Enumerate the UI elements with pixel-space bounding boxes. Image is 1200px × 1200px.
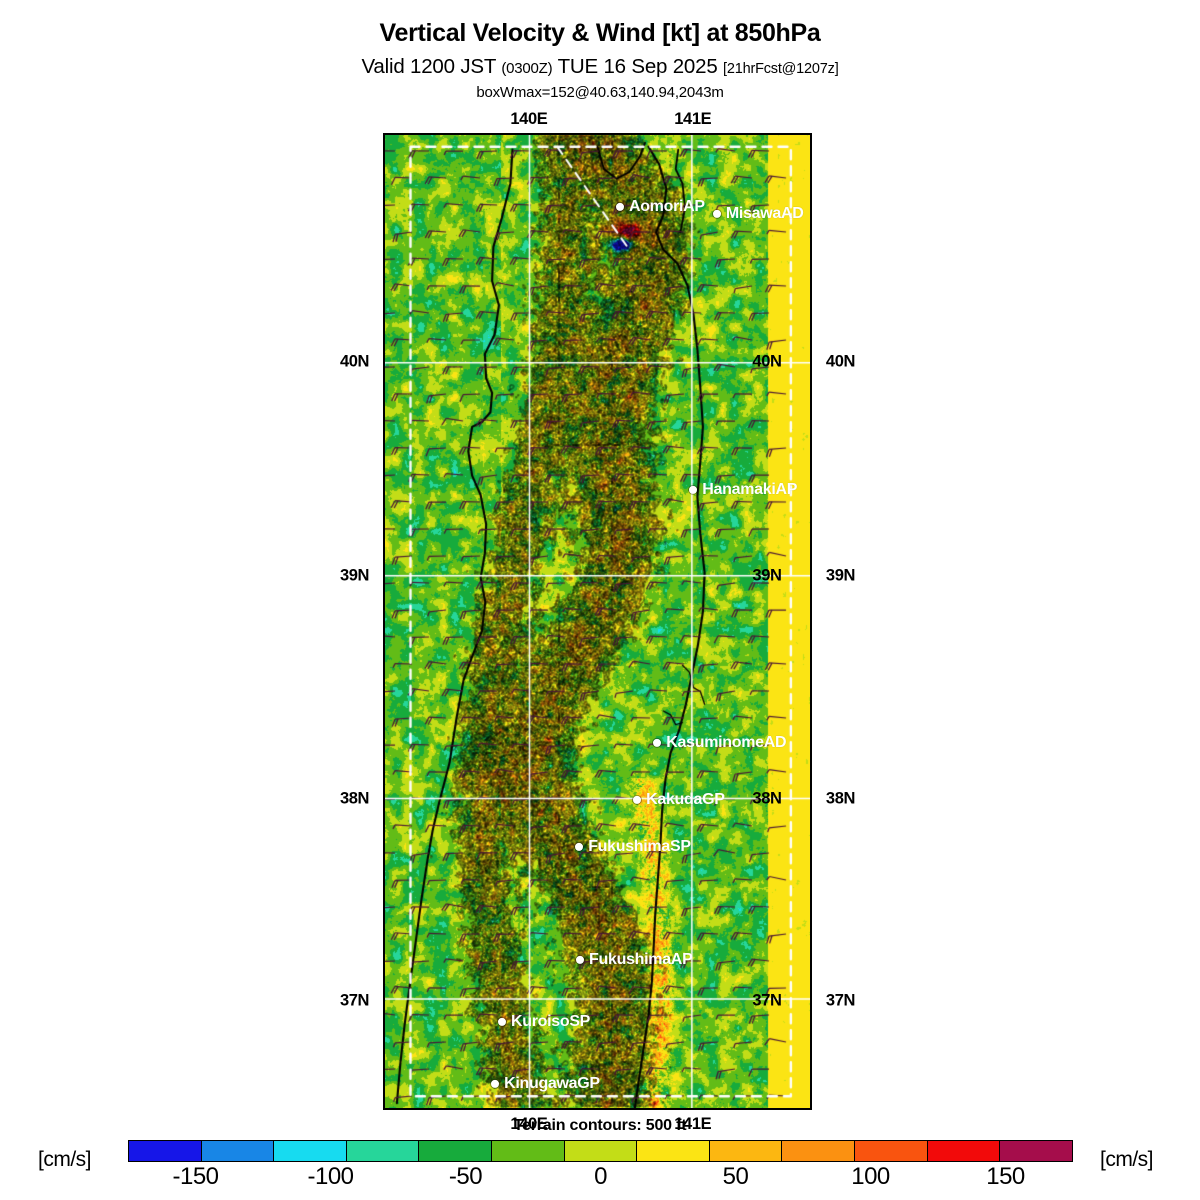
station-label: FukushimaSP (588, 838, 691, 856)
station-label: FukushimaAP (589, 950, 693, 968)
station-dot-icon (633, 796, 642, 805)
station-dot-icon (491, 1079, 500, 1088)
station-dot-icon (575, 843, 584, 852)
lon-label-top-1: 141E (674, 110, 712, 128)
map-panel[interactable]: 140E 141E 140E 141E 40N 39N 38N 37N 40N 39N 38N 37N… (340, 110, 855, 1133)
header: Vertical Velocity & Wind [kt] at 850hPa … (0, 0, 1200, 101)
vertical-velocity-heatmap (385, 135, 810, 1108)
colorbar-segment-2 (274, 1141, 347, 1161)
station-marker[interactable]: HanamakiAP (689, 480, 797, 498)
station-marker[interactable]: KasuminomeAD (653, 733, 787, 752)
station-marker[interactable]: FukushimaAP (576, 950, 693, 968)
colorbar-segment-0 (129, 1141, 202, 1161)
lon-label-top-0: 140E (510, 110, 548, 128)
lat-label-left-2: 38N (340, 789, 370, 808)
boxwmax-annotation: boxWmax=152@40.63,140.94,2043m (476, 84, 724, 101)
station-label: KasuminomeAD (666, 733, 787, 751)
lat-label-right-3: 37N (825, 991, 855, 1010)
station-marker[interactable]: KakudaGP (633, 791, 725, 809)
colorbar-segment-3 (346, 1141, 420, 1161)
lon-label-bottom-0: 140E (510, 1115, 548, 1133)
forecast-tag: [21hrFcst@1207z] (723, 61, 839, 77)
station-label: MisawaAD (725, 204, 804, 222)
station-dot-icon (615, 203, 624, 212)
terrain-contour-note: Terrain contours: 500 ft (513, 1117, 687, 1134)
colorbar-tick-4: 50 (722, 1163, 749, 1190)
lat-label-inside-3: 37N (752, 991, 782, 1010)
valid-utc: (0300Z) (501, 60, 553, 77)
lat-label-right-0: 40N (825, 352, 855, 371)
station-label: AomoriAP (628, 198, 705, 216)
lat-label-inside-0: 40N (752, 352, 782, 371)
map-frame (383, 133, 812, 1110)
colorbar-unit-right: [cm/s] (1100, 1148, 1154, 1171)
colorbar-segment-8 (709, 1141, 783, 1161)
colorbar-segment-7 (637, 1141, 710, 1161)
station-marker[interactable]: KuroisoSP (497, 1012, 591, 1031)
colorbar-tick-3: 0 (594, 1163, 607, 1190)
lat-label-left-1: 39N (340, 566, 370, 585)
colorbar-segment-5 (492, 1141, 565, 1161)
colorbar-segment-9 (782, 1141, 856, 1161)
lat-label-left-3: 37N (340, 991, 370, 1010)
colorbar-tick-0: -150 (172, 1163, 219, 1190)
station-dot-icon (497, 1017, 506, 1026)
station-label: KuroisoSP (510, 1012, 591, 1030)
valid-date: TUE 16 Sep 2025 (552, 55, 724, 78)
page-title: Vertical Velocity & Wind [kt] at 850hPa (379, 19, 821, 47)
colorbar-segment-6 (564, 1141, 638, 1161)
valid-prefix: Valid 1200 JST (361, 55, 502, 78)
station-marker[interactable]: FukushimaSP (575, 838, 691, 856)
colorbar-tick-6: 150 (986, 1163, 1025, 1190)
colorbar-unit-left: [cm/s] (38, 1148, 92, 1171)
colorbar-tick-5: 100 (851, 1163, 890, 1190)
colorbar-segment-1 (201, 1141, 275, 1161)
station-dot-icon (712, 209, 721, 218)
colorbar-tick-2: -50 (448, 1163, 483, 1190)
lon-label-bottom-1: 141E (674, 1115, 712, 1133)
station-dot-icon (689, 485, 698, 494)
colorbar-tick-1: -100 (307, 1163, 354, 1190)
lat-label-left-0: 40N (340, 352, 370, 371)
station-dot-icon (576, 955, 585, 964)
station-label: KinugawaGP (504, 1074, 600, 1092)
colorbar[interactable] (128, 1140, 1073, 1162)
lat-label-right-2: 38N (825, 789, 855, 808)
valid-time-line: Valid 1200 JST (0300Z) TUE 16 Sep 2025 [… (0, 55, 1200, 79)
lat-label-inside-1: 39N (752, 566, 782, 585)
station-marker[interactable]: MisawaAD (712, 204, 804, 223)
colorbar-segment-4 (419, 1141, 493, 1161)
station-label: KakudaGP (646, 791, 725, 809)
lat-label-right-1: 39N (825, 566, 855, 585)
station-marker[interactable]: AomoriAP (615, 198, 705, 216)
station-label: HanamakiAP (702, 480, 798, 498)
colorbar-segment-10 (855, 1141, 928, 1161)
lat-label-inside-2: 38N (752, 789, 782, 808)
colorbar-segment-12 (1000, 1141, 1072, 1161)
station-dot-icon (653, 738, 662, 747)
station-marker[interactable]: KinugawaGP (491, 1074, 600, 1092)
colorbar-segment-11 (927, 1141, 1001, 1161)
